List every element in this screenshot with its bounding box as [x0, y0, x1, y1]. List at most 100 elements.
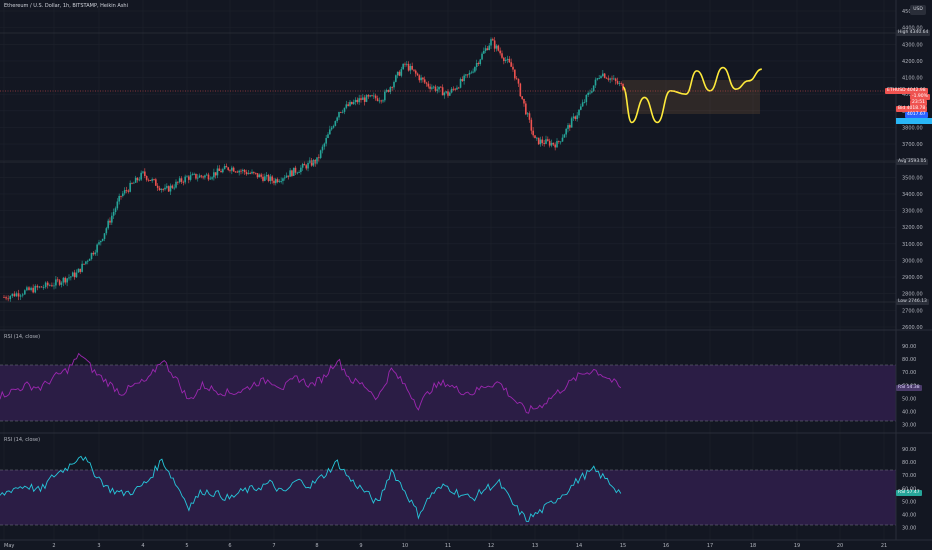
- candle-body: [523, 98, 525, 104]
- candle-body: [138, 179, 141, 181]
- candle-body: [64, 277, 67, 283]
- candle-body: [90, 252, 93, 260]
- rsi1-tick-label: 50.00: [902, 396, 916, 402]
- time-axis[interactable]: May 2 3 4 5 6 7 8 9 10 11 12 13 14 15 16 17 18 19 20 21: [4, 543, 887, 549]
- candle-body: [149, 180, 152, 181]
- candle-body: [334, 121, 337, 126]
- time-tick-label: 19: [794, 543, 800, 549]
- low-label: Low: [898, 299, 907, 304]
- candle-body: [28, 287, 30, 291]
- candle-body: [112, 211, 115, 216]
- candle-body: [184, 176, 186, 183]
- candle-body: [32, 287, 34, 293]
- candle-body: [258, 174, 261, 178]
- candle-body: [384, 91, 386, 101]
- rsi2-tick-label: 90.00: [902, 447, 916, 453]
- candle-body: [465, 74, 467, 76]
- candle-body: [416, 73, 419, 76]
- candle-body: [569, 125, 571, 128]
- candle-body: [425, 82, 428, 84]
- rsi2-tag-value: 57.47: [906, 490, 920, 495]
- price-tick-label: 3200.00: [902, 225, 923, 231]
- candle-body: [503, 57, 505, 62]
- candle-body: [240, 170, 242, 172]
- rsi2-line: [0, 455, 622, 522]
- candle-body: [9, 296, 12, 300]
- candle-body: [198, 175, 201, 178]
- rsi1-tick-label: 30.00: [902, 422, 916, 428]
- candle-body: [40, 286, 43, 288]
- chart-title[interactable]: Ethereum / U.S. Dollar, 1h, BITSTAMP, He…: [4, 3, 128, 9]
- candle-body: [177, 181, 179, 183]
- rsi2-tick-label: 70.00: [902, 473, 916, 479]
- price-axis[interactable]: 4500.004400.004300.004200.004100.004000.…: [902, 9, 923, 331]
- candle-body: [532, 130, 534, 136]
- candle-body: [298, 172, 300, 173]
- last-change-tag: -1.90%: [910, 94, 930, 100]
- candle-body: [510, 62, 512, 67]
- candle-body: [358, 98, 360, 103]
- candle-body: [321, 146, 324, 151]
- candle-body: [21, 294, 24, 296]
- rsi-axis[interactable]: 90.00 80.00 70.00 60.00 50.00 40.00 30.00 90.00…: [902, 344, 916, 531]
- candle-body: [227, 167, 230, 170]
- candle-body: [218, 168, 221, 171]
- candle-body: [565, 128, 567, 135]
- candle-body: [616, 81, 619, 84]
- candle-body: [402, 63, 404, 70]
- candle-body: [214, 172, 217, 176]
- time-tick-label: 11: [445, 543, 451, 549]
- candle-body: [336, 117, 338, 122]
- candle-body: [180, 178, 183, 182]
- candle-body: [611, 78, 613, 80]
- avg-tag: Avg 3593.05: [896, 159, 929, 165]
- rsi2-tick-label: 60.00: [902, 486, 916, 492]
- candle-body: [100, 240, 102, 243]
- rsi1-tick-label: 70.00: [902, 370, 916, 376]
- price-tick-label: 3100.00: [902, 242, 923, 248]
- candle-body: [414, 70, 417, 74]
- candle-body: [479, 59, 482, 65]
- high-tag: High 4340.64: [896, 30, 931, 36]
- candle-body: [413, 69, 415, 71]
- candle-body: [15, 293, 18, 297]
- candle-body: [512, 66, 514, 70]
- candle-body: [251, 171, 253, 174]
- candle-body: [200, 175, 203, 177]
- candle-body: [508, 58, 511, 63]
- candle-body: [260, 174, 262, 177]
- candle-body: [592, 85, 595, 92]
- candle-body: [618, 83, 621, 84]
- candle-body: [580, 106, 582, 110]
- candle-body: [49, 285, 51, 287]
- candle-body: [541, 139, 544, 143]
- candle-body: [596, 78, 599, 80]
- price-tick-label: 4100.00: [902, 76, 923, 82]
- candle-body: [490, 39, 492, 46]
- scale-badge[interactable]: USD: [910, 5, 926, 15]
- candle-body: [278, 181, 281, 183]
- candle-body: [594, 79, 597, 86]
- candle-body: [445, 91, 448, 93]
- candle-body: [265, 174, 268, 177]
- rsi1-band: [0, 365, 896, 421]
- candle-body: [291, 170, 293, 176]
- rsi1-label[interactable]: RSI (14, close): [4, 334, 41, 340]
- candle-body: [536, 137, 538, 139]
- time-tick-label: 3: [97, 543, 100, 549]
- candle-body: [400, 69, 403, 76]
- candle-body: [305, 165, 308, 169]
- candle-body: [543, 142, 545, 144]
- candle-body: [73, 272, 76, 278]
- rsi2-value-tag: RSI 57.47: [896, 490, 922, 496]
- candle-body: [466, 74, 469, 76]
- candle-body: [484, 48, 487, 51]
- candle-body: [589, 92, 591, 94]
- candle-body: [316, 157, 318, 164]
- rsi2-label[interactable]: RSI (14, close): [4, 437, 41, 443]
- candle-body: [438, 86, 440, 90]
- candle-body: [347, 104, 349, 106]
- candle-body: [385, 89, 388, 92]
- candle-body: [341, 111, 344, 113]
